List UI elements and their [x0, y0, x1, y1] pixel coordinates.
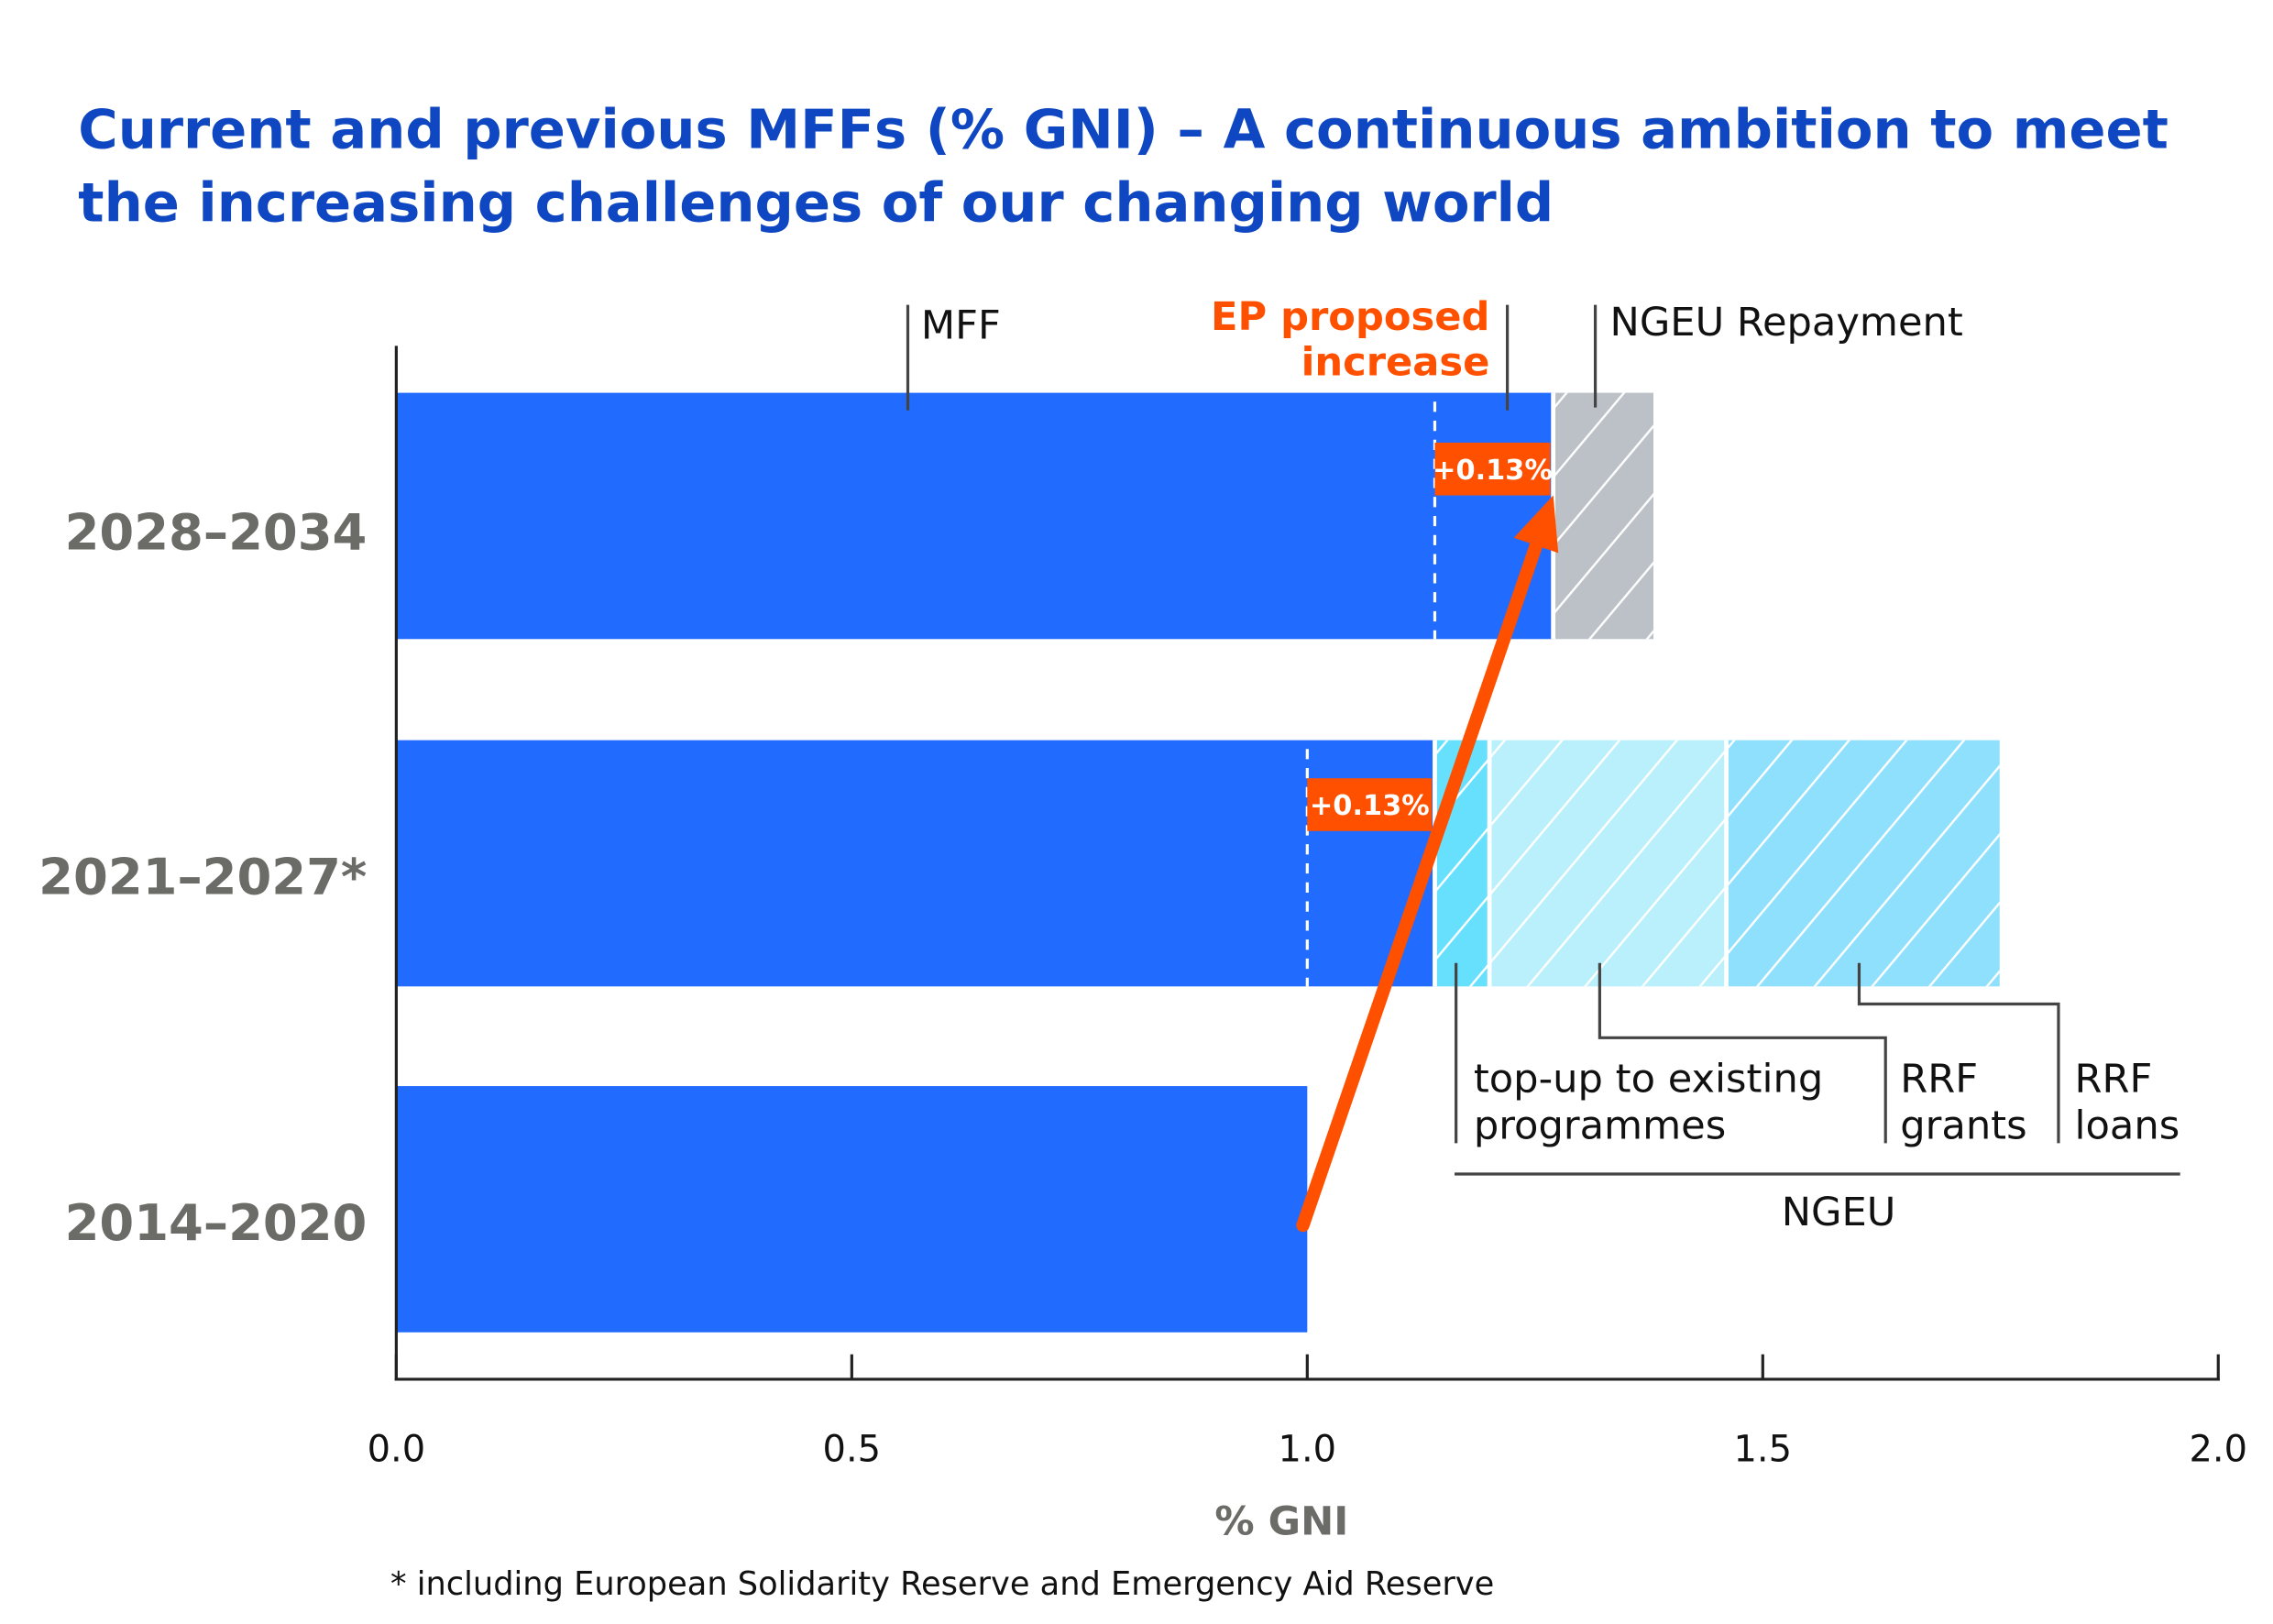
- arrow-head-icon: [1513, 495, 1559, 554]
- increase-badge: [1434, 442, 1551, 496]
- annotation-ep-line-2: increase: [1301, 339, 1490, 385]
- bars-group: [396, 392, 2000, 1333]
- bar-hatch-ngeu-repayment: [1553, 392, 1654, 640]
- category-label-2014-2020: 2014–2020: [65, 1194, 368, 1252]
- increase-badge-label: +0.13%: [1310, 790, 1430, 822]
- x-tick-label: 0.0: [368, 1428, 426, 1470]
- category-label-2021-2027: 2021–2027*: [38, 849, 367, 906]
- bar-segment-mff: [396, 392, 1554, 640]
- annotation-ep-line-1: EP proposed: [1211, 294, 1489, 340]
- annotation-loans-line-2: loans: [2075, 1103, 2180, 1149]
- chart-title-line-1: Current and previous MFFs (% GNI) – A co…: [78, 98, 2169, 161]
- bar-hatch-rrf-loans: [1726, 740, 2000, 987]
- increase-arrow: [1296, 538, 1543, 1233]
- annotation-leaders: [906, 304, 2180, 1176]
- overlay-group: +0.13% +0.13%: [1296, 442, 1559, 1233]
- x-ticks: 0.0 0.5 1.0 1.5 2.0: [368, 1354, 2247, 1470]
- chart-title-line-2: the increasing challenges of our changin…: [78, 170, 1554, 234]
- annotation-grants-line-2: grants: [1900, 1103, 2026, 1149]
- x-axis-label: % GNI: [1214, 1498, 1348, 1544]
- annotation-ngeu-repayment: NGEU Repayment: [1610, 300, 1963, 346]
- bar-hatch-rrf-grants: [1489, 740, 1727, 987]
- increase-badge-label: +0.13%: [1433, 455, 1553, 487]
- category-label-2028-2034: 2028–2034: [65, 504, 368, 562]
- annotation-topup-line-2: programmes: [1474, 1103, 1726, 1149]
- bar-segment-mff: [396, 740, 1435, 987]
- annotation-loans-line-1: RRF: [2075, 1056, 2153, 1102]
- annotation-mff: MFF: [921, 302, 1001, 348]
- increase-badge: [1307, 778, 1433, 831]
- x-tick-label: 1.5: [1734, 1428, 1793, 1470]
- annotation-grants-line-1: RRF: [1900, 1056, 1978, 1102]
- x-tick-label: 2.0: [2189, 1428, 2247, 1470]
- footnote: * including European Solidarity Reserve …: [390, 1565, 1494, 1603]
- annotation-ngeu: NGEU: [1782, 1190, 1896, 1235]
- x-tick-label: 1.0: [1279, 1428, 1337, 1470]
- annotation-topup-line-1: top-up to existing: [1474, 1056, 1823, 1102]
- bar-segment-mff: [396, 1086, 1308, 1333]
- x-tick-label: 0.5: [823, 1428, 882, 1470]
